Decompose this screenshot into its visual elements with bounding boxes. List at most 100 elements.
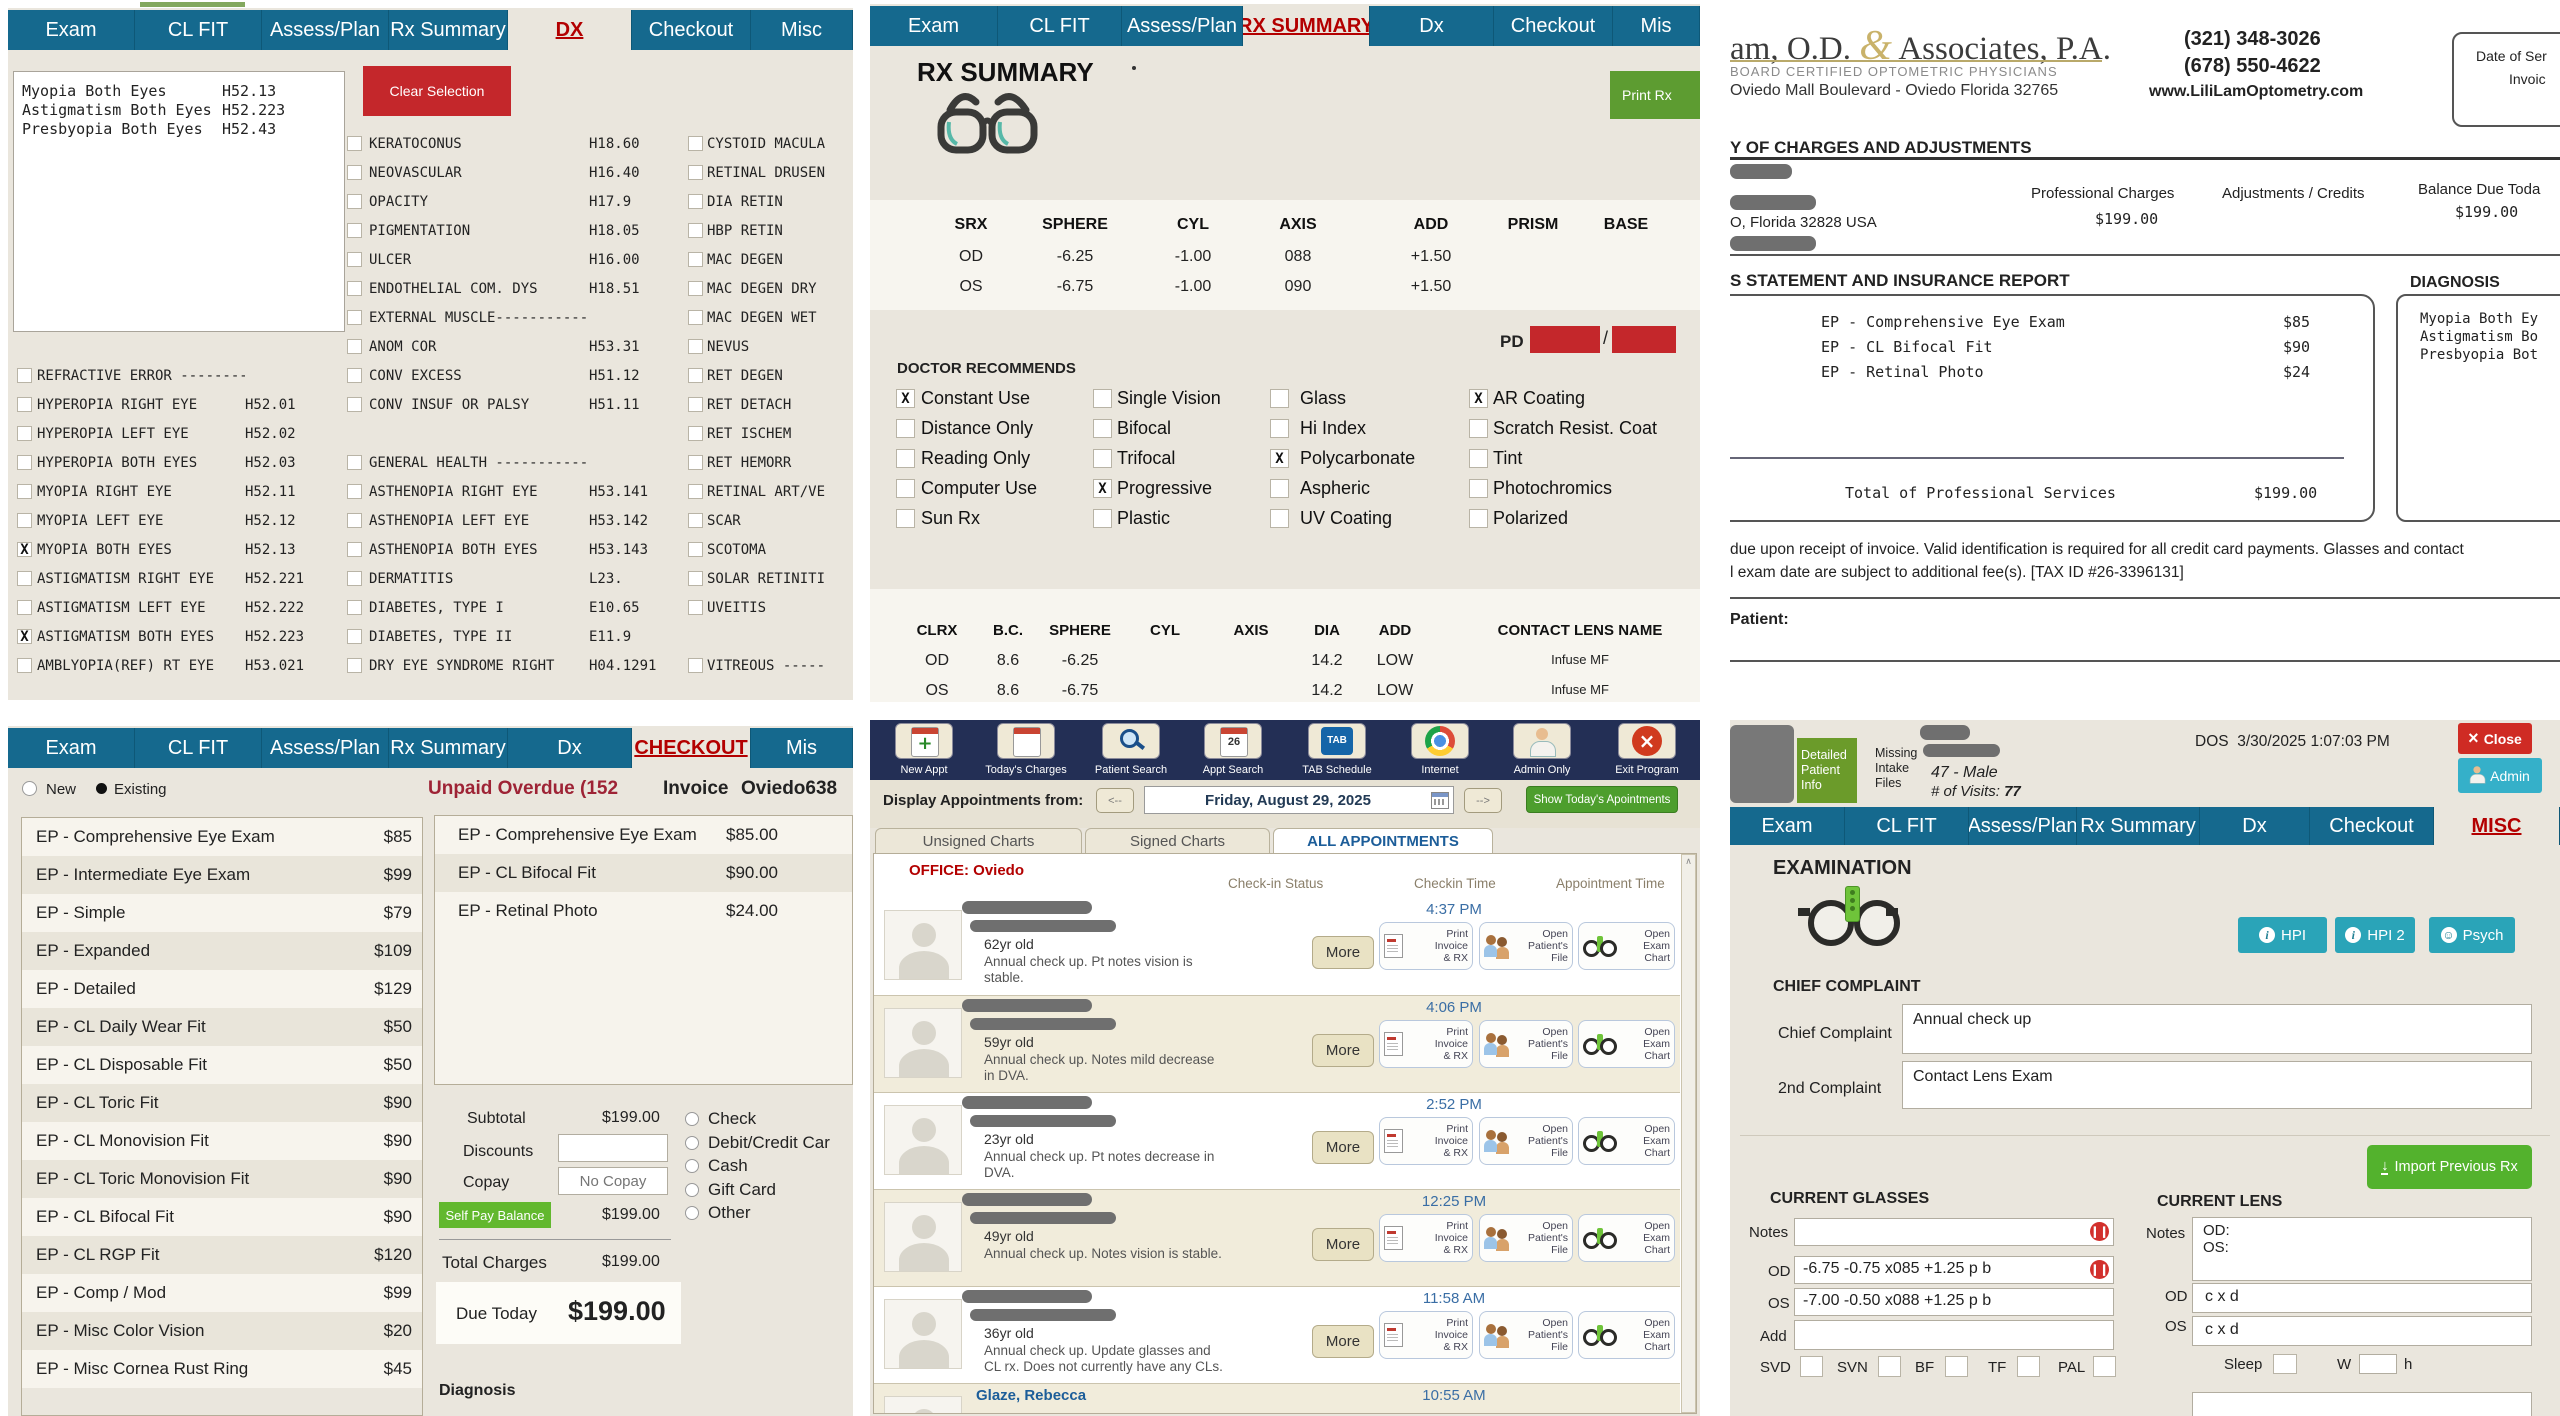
checkbox-icon[interactable] [688, 310, 703, 325]
diagnosis-label[interactable]: ENDOTHELIAL COM. DYS [369, 280, 538, 297]
recommend-option-glass[interactable]: Glass [1300, 388, 1347, 408]
diagnosis-label[interactable]: DIABETES, TYPE I [369, 599, 504, 616]
service-row[interactable]: EP - CL Toric Fit $90 [22, 1084, 422, 1122]
tab-checkout[interactable]: Checkout [2310, 807, 2434, 845]
print-invoice-rx-button[interactable]: Print Invoice & RX [1379, 1117, 1473, 1165]
invoice-item-row[interactable]: EP - CL Bifocal Fit $90.00 [435, 854, 852, 892]
checkbox-icon[interactable] [347, 629, 362, 644]
service-row[interactable]: EP - Comprehensive Eye Exam $85 [22, 818, 422, 856]
copay-input[interactable] [558, 1167, 668, 1195]
more-button[interactable]: More [1312, 1034, 1374, 1067]
tab-dx[interactable]: Dx [508, 728, 632, 768]
checkbox-icon[interactable] [347, 513, 362, 528]
more-button[interactable]: More [1312, 936, 1374, 969]
checkbox-icon[interactable] [17, 455, 32, 470]
open-patients-file-button[interactable]: Open Patient's File [1479, 1311, 1573, 1359]
payment-radio-debit-credit-car[interactable] [685, 1135, 699, 1150]
chief-complaint-input[interactable]: Annual check up [1902, 1004, 2532, 1054]
invoice-item-row[interactable]: EP - Comprehensive Eye Exam $85.00 [435, 816, 852, 854]
tab-signed-charts[interactable]: Signed Charts [1085, 828, 1270, 854]
diagnosis-label[interactable]: NEVUS [707, 338, 750, 355]
checkbox-icon[interactable]: X [1469, 389, 1488, 408]
tab-rx-summary[interactable]: RX SUMMARY [1243, 6, 1370, 46]
checkbox-icon[interactable] [1093, 509, 1112, 528]
recommend-option-photochromics[interactable]: Photochromics [1493, 478, 1613, 498]
service-row[interactable]: EP - CL Toric Monovision Fit $90 [22, 1160, 422, 1198]
tab-exam[interactable]: Exam [8, 728, 135, 768]
appointment-row[interactable]: 62yr old Annual check up. Pt notes vision… [874, 898, 1680, 995]
recommend-option-ar-coating[interactable]: AR Coating [1493, 388, 1586, 408]
hpi-button-hpi[interactable]: i HPI [2238, 917, 2327, 953]
lens-notes-input[interactable]: OD: OS: [2192, 1217, 2532, 1281]
payment-radio-check[interactable] [685, 1112, 699, 1126]
checkbox-icon[interactable] [896, 419, 915, 438]
checkbox-icon[interactable] [347, 600, 362, 615]
diagnosis-label[interactable]: ASTHENOPIA BOTH EYES [369, 541, 538, 558]
service-row[interactable]: EP - CL Disposable Fit $50 [22, 1046, 422, 1084]
recommend-option-progressive[interactable]: Progressive [1117, 478, 1213, 498]
appointment-row[interactable]: 23yr old Annual check up. Pt notes decrea… [874, 1092, 1680, 1190]
checkbox-icon[interactable] [347, 252, 362, 267]
discounts-input[interactable] [558, 1134, 668, 1162]
glasses-type-checkbox-svn[interactable] [1878, 1356, 1901, 1377]
diagnosis-label[interactable]: SOLAR RETINITI [707, 570, 826, 587]
print-rx-button[interactable]: Print Rx [1610, 71, 1700, 119]
checkbox-icon[interactable]: X [17, 629, 32, 645]
diagnosis-label[interactable]: MAC DEGEN WET [707, 309, 817, 326]
checkbox-icon[interactable] [1093, 389, 1112, 408]
detailed-patient-info-button[interactable]: Detailed Patient Info [1797, 738, 1857, 803]
checkbox-icon[interactable] [688, 571, 703, 586]
checkbox-icon[interactable] [688, 252, 703, 267]
toolbar-tab-schedule-button[interactable]: TAB [1308, 723, 1366, 759]
service-row[interactable]: EP - Intermediate Eye Exam $99 [22, 856, 422, 894]
diagnosis-label[interactable]: UVEITIS [707, 599, 767, 616]
diagnosis-label[interactable]: RET DEGEN [707, 367, 783, 384]
tab-exam[interactable]: Exam [1730, 807, 1845, 845]
delete-od-icon[interactable]: ❙❙ [2090, 1260, 2109, 1279]
tab-cl-fit[interactable]: CL FIT [998, 6, 1122, 46]
checkbox-icon[interactable] [1469, 479, 1488, 498]
checkbox-icon[interactable] [896, 449, 915, 468]
diagnosis-label[interactable]: REFRACTIVE ERROR --------------- [37, 367, 245, 384]
diagnosis-label[interactable]: DERMATITIS [369, 570, 454, 587]
checkbox-icon[interactable] [347, 310, 362, 325]
tab-assess-plan[interactable]: Assess/Plan [1122, 6, 1243, 46]
recommend-option-uv-coating[interactable]: UV Coating [1300, 508, 1393, 528]
diagnosis-label[interactable]: OPACITY [369, 193, 429, 210]
checkbox-icon[interactable] [347, 136, 362, 151]
toolbar-exit-program-button[interactable]: × [1618, 723, 1676, 759]
recommend-option-single-vision[interactable]: Single Vision [1117, 388, 1221, 408]
tab-dx[interactable]: Dx [1370, 6, 1494, 46]
checkbox-icon[interactable] [688, 339, 703, 354]
checkbox-icon[interactable]: X [1093, 479, 1112, 498]
checkbox-icon[interactable] [688, 165, 703, 180]
second-complaint-input[interactable]: Contact Lens Exam [1902, 1061, 2532, 1109]
radio-new[interactable] [22, 781, 37, 796]
service-row[interactable]: EP - Misc Cornea Rust Ring $45 [22, 1350, 422, 1388]
more-button[interactable]: More [1312, 1325, 1374, 1358]
diagnosis-label[interactable]: RET HEMORR [707, 454, 792, 471]
diagnosis-label[interactable]: HYPEROPIA BOTH EYES [37, 454, 198, 471]
checkbox-icon[interactable] [688, 136, 703, 151]
diagnosis-label[interactable]: VITREOUS ----- [707, 657, 826, 674]
diagnosis-label[interactable]: DIA RETIN [707, 193, 783, 210]
checkbox-icon[interactable] [1469, 449, 1488, 468]
sleep-checkbox[interactable] [2273, 1354, 2297, 1374]
diagnosis-label[interactable]: PIGMENTATION [369, 222, 471, 239]
tab-all-appointments[interactable]: ALL APPOINTMENTS [1273, 828, 1493, 854]
tab-exam[interactable]: Exam [8, 10, 135, 50]
checkbox-icon[interactable] [688, 223, 703, 238]
checkbox-icon[interactable] [1093, 419, 1112, 438]
checkbox-icon[interactable] [1270, 389, 1289, 408]
checkbox-icon[interactable] [347, 571, 362, 586]
checkbox-icon[interactable] [347, 368, 362, 383]
checkbox-icon[interactable] [688, 426, 703, 441]
diagnosis-label[interactable]: KERATOCONUS [369, 135, 462, 152]
service-row[interactable]: EP - Comp / Mod $99 [22, 1274, 422, 1312]
recommend-option-sun-rx[interactable]: Sun Rx [921, 508, 981, 528]
checkbox-icon[interactable]: X [17, 542, 32, 558]
diagnosis-label[interactable]: HBP RETIN [707, 222, 783, 239]
checkbox-icon[interactable] [17, 368, 32, 383]
diagnosis-label[interactable]: CONV INSUF OR PALSY [369, 396, 530, 413]
appointment-row[interactable]: 36yr old Annual check up. Update glasses … [874, 1286, 1680, 1384]
